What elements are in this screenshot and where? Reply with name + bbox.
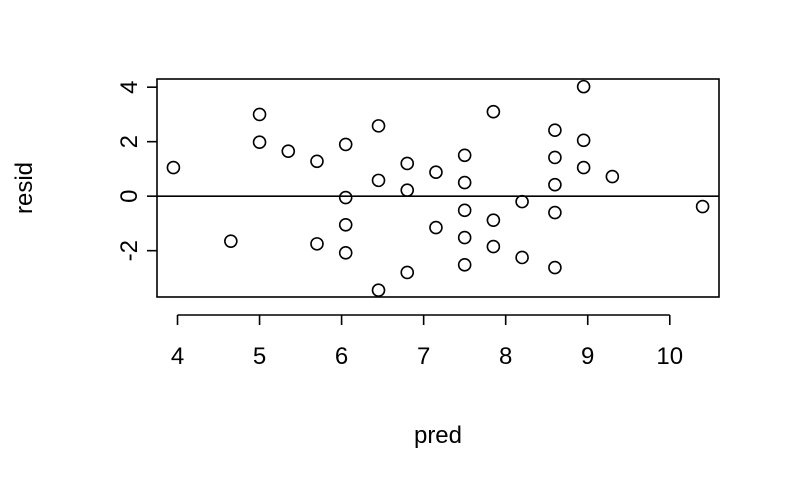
data-point — [371, 119, 386, 133]
y-tick-label: 2 — [116, 135, 143, 148]
data-point — [281, 144, 296, 159]
data-point — [515, 250, 529, 265]
data-point — [605, 169, 620, 184]
data-point — [515, 194, 529, 209]
data-point — [371, 283, 386, 297]
plot-frame — [156, 78, 720, 298]
data-point — [457, 148, 472, 163]
data-point — [548, 150, 562, 165]
data-point — [338, 190, 353, 205]
x-tick-label: 5 — [253, 343, 266, 370]
data-point — [310, 154, 324, 169]
data-point — [457, 175, 472, 190]
data-point — [338, 217, 353, 232]
data-point — [252, 107, 267, 122]
data-point — [338, 137, 353, 152]
data-point — [548, 260, 562, 275]
y-tick-label: 0 — [116, 189, 143, 202]
data-point — [166, 160, 181, 175]
data-point — [371, 173, 386, 188]
x-tick-label: 9 — [581, 343, 594, 370]
data-point — [548, 123, 562, 138]
y-tick-label: 4 — [116, 80, 143, 93]
x-tick-label: 6 — [335, 343, 348, 370]
data-point — [310, 237, 324, 251]
x-axis-label: pred — [414, 422, 462, 449]
data-point — [457, 230, 472, 245]
data-point — [338, 246, 353, 260]
y-axis: -2 0 2 4 — [116, 80, 157, 261]
data-point — [486, 213, 501, 227]
data-point — [457, 203, 472, 218]
data-point — [457, 258, 472, 272]
data-point — [548, 177, 562, 192]
x-tick-label: 4 — [171, 343, 184, 370]
data-point — [400, 183, 415, 197]
data-point — [548, 205, 562, 220]
x-axis: 4 5 6 7 8 9 10 — [171, 314, 683, 370]
data-point — [576, 133, 591, 148]
data-point — [224, 234, 238, 248]
x-tick-label: 8 — [499, 343, 512, 370]
data-point — [486, 104, 501, 119]
data-point — [576, 160, 591, 175]
data-point — [400, 156, 415, 171]
data-point — [576, 79, 591, 94]
data-point — [400, 265, 415, 280]
data-point — [695, 199, 710, 214]
x-tick-label: 10 — [656, 343, 683, 370]
x-tick-label: 7 — [417, 343, 430, 370]
data-point — [252, 135, 267, 150]
data-point — [486, 239, 501, 254]
y-tick-label: -2 — [116, 240, 143, 261]
data-point — [429, 220, 443, 235]
data-points — [166, 79, 710, 297]
data-point — [429, 165, 443, 179]
y-axis-label: resid — [11, 162, 38, 214]
